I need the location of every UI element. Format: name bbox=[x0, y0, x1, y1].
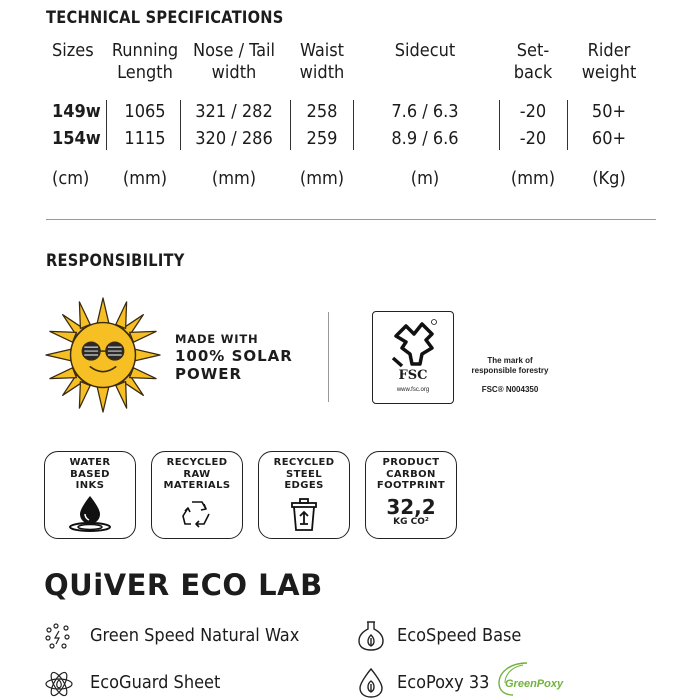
fsc-mark-text: The mark of responsible forestry bbox=[471, 356, 549, 375]
column-divider bbox=[180, 100, 181, 150]
unit-running-length: (mm) bbox=[122, 168, 168, 189]
eco-lab-item: EcoPoxy 33 bbox=[397, 672, 490, 693]
carbon-footprint-value: 32,2 bbox=[386, 495, 436, 519]
header-sidecut: Sidecut bbox=[394, 40, 456, 61]
responsibility-divider bbox=[328, 312, 329, 402]
header-waist: Waist width bbox=[299, 40, 345, 83]
row-rider-weight: 50+ bbox=[591, 101, 627, 122]
spec-table: Sizes Running Length Nose / Tail width W… bbox=[0, 38, 700, 198]
eco-lab-item: EcoSpeed Base bbox=[397, 625, 522, 646]
technical-specifications-title: TECHNICAL SPECIFICATIONS bbox=[46, 8, 284, 28]
column-divider bbox=[290, 100, 291, 150]
unit-sidecut: (m) bbox=[410, 168, 440, 189]
unit-nose-tail: (mm) bbox=[211, 168, 257, 189]
atom-icon bbox=[45, 671, 73, 697]
header-sizes: Sizes bbox=[52, 40, 94, 61]
row-nose-tail: 321 / 282 bbox=[195, 101, 273, 122]
recycle-icon bbox=[182, 501, 210, 528]
unit-rider-weight: (Kg) bbox=[592, 168, 626, 189]
badge-recycled-steel-edges: RECYCLED STEEL EDGES bbox=[258, 451, 350, 539]
greenpoxy-logo: GreenPoxy bbox=[497, 659, 577, 697]
solar-power-label: MADE WITH 100% SOLAR POWER bbox=[175, 332, 293, 383]
unit-sizes: (cm) bbox=[52, 168, 90, 189]
badge-carbon-footprint: PRODUCT CARBON FOOTPRINT 32,2 KG CO² bbox=[365, 451, 457, 539]
header-running-length: Running Length bbox=[111, 40, 179, 83]
recycle-bin-icon bbox=[291, 498, 317, 531]
greenpoxy-logo-text: GreenPoxy bbox=[505, 678, 564, 690]
row-rider-weight: 60+ bbox=[591, 128, 627, 149]
fsc-url: www.fsc.org bbox=[396, 387, 430, 393]
fsc-tree-icon bbox=[391, 319, 437, 368]
fsc-logo: FSC www.fsc.org bbox=[372, 311, 454, 404]
header-rider-weight: Rider weight bbox=[581, 40, 637, 83]
water-drop-icon bbox=[69, 496, 111, 532]
unit-waist: (mm) bbox=[299, 168, 345, 189]
header-setback: Set- back bbox=[513, 40, 553, 83]
row-sidecut: 7.6 / 6.3 bbox=[391, 101, 459, 122]
row-running-length: 1065 bbox=[124, 101, 166, 122]
row-size: 154w bbox=[52, 128, 101, 149]
responsibility-title: RESPONSIBILITY bbox=[46, 251, 185, 271]
row-running-length: 1115 bbox=[124, 128, 166, 149]
drop-leaf-icon bbox=[359, 667, 383, 698]
wax-icon bbox=[45, 623, 70, 649]
row-waist: 259 bbox=[306, 128, 338, 149]
row-nose-tail: 320 / 286 bbox=[195, 128, 273, 149]
badge-recycled-raw-materials: RECYCLED RAW MATERIALS bbox=[151, 451, 243, 539]
fsc-code: FSC® N004350 bbox=[481, 385, 539, 394]
row-setback: -20 bbox=[519, 101, 547, 122]
flask-icon bbox=[358, 621, 384, 651]
fsc-logo-text: FSC bbox=[398, 368, 428, 383]
row-waist: 258 bbox=[306, 101, 338, 122]
row-sidecut: 8.9 / 6.6 bbox=[391, 128, 459, 149]
column-divider bbox=[353, 100, 354, 150]
section-divider bbox=[46, 219, 656, 220]
header-nose-tail: Nose / Tail width bbox=[193, 40, 275, 83]
unit-setback: (mm) bbox=[510, 168, 556, 189]
column-divider bbox=[106, 100, 107, 150]
column-divider bbox=[567, 100, 568, 150]
row-setback: -20 bbox=[519, 128, 547, 149]
column-divider bbox=[499, 100, 500, 150]
eco-lab-item: EcoGuard Sheet bbox=[90, 672, 221, 693]
carbon-footprint-unit: KG CO² bbox=[393, 517, 429, 527]
row-size: 149w bbox=[52, 101, 101, 122]
greenpoxy-leaf-icon bbox=[498, 662, 528, 696]
sun-icon bbox=[45, 297, 161, 413]
eco-lab-title: QUiVER ECO LAB bbox=[44, 568, 323, 602]
eco-lab-item: Green Speed Natural Wax bbox=[90, 625, 300, 646]
badge-water-based-inks: WATER BASED INKS bbox=[44, 451, 136, 539]
